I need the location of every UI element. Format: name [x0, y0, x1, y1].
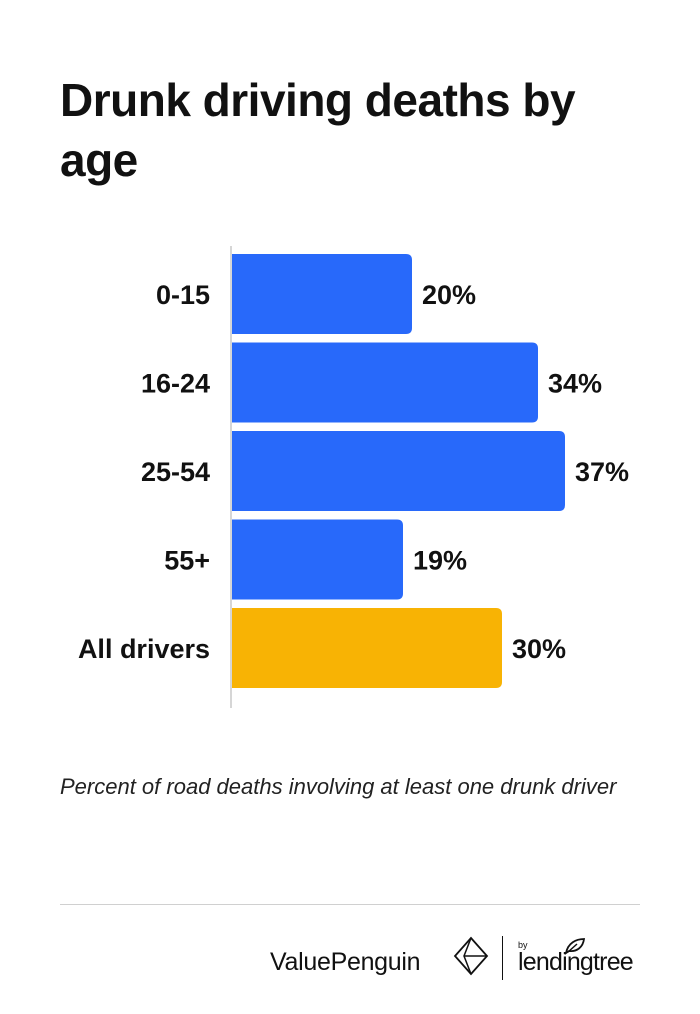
chart-subtitle: Percent of road deaths involving at leas…	[60, 774, 617, 799]
chart-title: Drunk driving deaths by age	[60, 74, 576, 186]
brand-separator	[502, 936, 503, 980]
footer-brand: ValuePenguin by lendingtree	[268, 934, 648, 984]
bar-16-24	[232, 342, 538, 423]
lendingtree-wordmark: lendingtree	[518, 948, 634, 976]
value-label-16-24: 34%	[548, 369, 602, 399]
bars-group: 0-15 20% 16-24 34% 25-54 37% 55+ 19% All drivers…	[78, 254, 629, 688]
value-label-all-drivers: 30%	[512, 634, 566, 664]
category-label-25-54: 25-54	[141, 457, 210, 487]
bar-0-15	[232, 254, 412, 334]
partner-prefix: by	[518, 940, 528, 950]
category-label-55: 55+	[164, 546, 210, 576]
category-label-0-15: 0-15	[156, 280, 210, 310]
value-label-25-54: 37%	[575, 457, 629, 487]
footer-divider	[60, 904, 640, 905]
bar-chart: 0-15 20% 16-24 34% 25-54 37% 55+ 19% All drivers…	[78, 246, 629, 708]
bar-55	[232, 519, 403, 600]
category-label-16-24: 16-24	[141, 369, 210, 399]
category-label-all-drivers: All drivers	[78, 634, 210, 664]
leaf-icon	[564, 938, 586, 955]
value-label-0-15: 20%	[422, 280, 476, 310]
value-label-55: 19%	[413, 546, 467, 576]
bar-25-54	[232, 431, 565, 511]
valuepenguin-diamond-icon	[453, 936, 489, 976]
valuepenguin-wordmark: ValuePenguin	[270, 948, 421, 976]
bar-all-drivers	[232, 608, 502, 688]
